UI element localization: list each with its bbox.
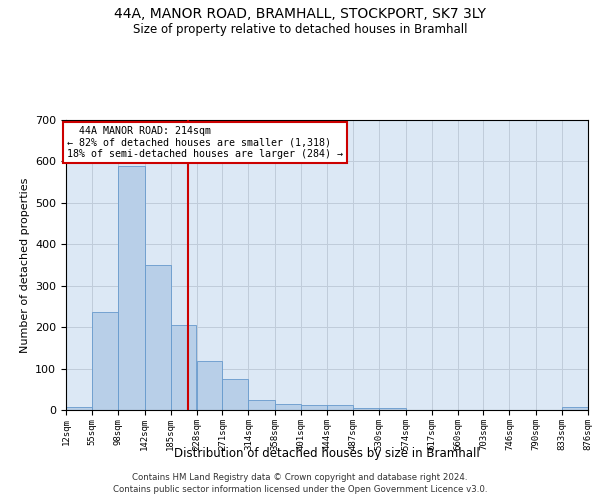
Text: Size of property relative to detached houses in Bramhall: Size of property relative to detached ho… xyxy=(133,22,467,36)
Bar xyxy=(562,406,588,410)
Text: 44A, MANOR ROAD, BRAMHALL, STOCKPORT, SK7 3LY: 44A, MANOR ROAD, BRAMHALL, STOCKPORT, SK… xyxy=(114,8,486,22)
Bar xyxy=(118,166,145,410)
Bar xyxy=(145,265,170,410)
Bar xyxy=(353,408,379,410)
Bar xyxy=(197,361,223,410)
Bar xyxy=(92,312,118,410)
Bar xyxy=(223,380,248,410)
Bar xyxy=(248,400,275,410)
Bar xyxy=(170,326,196,410)
Bar xyxy=(275,404,301,410)
Bar xyxy=(66,406,92,410)
Text: 44A MANOR ROAD: 214sqm
← 82% of detached houses are smaller (1,318)
18% of semi-: 44A MANOR ROAD: 214sqm ← 82% of detached… xyxy=(67,126,343,160)
Text: Distribution of detached houses by size in Bramhall: Distribution of detached houses by size … xyxy=(174,448,480,460)
Text: Contains HM Land Registry data © Crown copyright and database right 2024.: Contains HM Land Registry data © Crown c… xyxy=(132,472,468,482)
Bar xyxy=(301,406,327,410)
Bar xyxy=(327,406,353,410)
Y-axis label: Number of detached properties: Number of detached properties xyxy=(20,178,29,352)
Text: Contains public sector information licensed under the Open Government Licence v3: Contains public sector information licen… xyxy=(113,485,487,494)
Bar xyxy=(379,408,406,410)
